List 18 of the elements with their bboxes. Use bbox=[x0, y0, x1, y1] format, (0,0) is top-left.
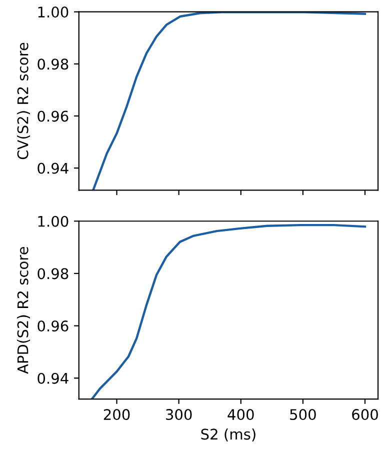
y-tick-label: 0.94 bbox=[38, 372, 68, 384]
y-tick-label: 0.96 bbox=[38, 320, 68, 332]
x-tick-label: 500 bbox=[290, 409, 316, 420]
x-axis-title: S2 (ms) bbox=[201, 428, 256, 442]
y-tick-label: 1.00 bbox=[38, 216, 68, 227]
x-tick-label: 600 bbox=[352, 409, 378, 420]
y-tick-label: 1.00 bbox=[38, 6, 68, 18]
y-tick-label: 0.98 bbox=[38, 268, 68, 280]
y-axis-title: APD(S2) R2 score bbox=[17, 246, 30, 374]
y-axis-title: CV(S2) R2 score bbox=[17, 42, 30, 160]
x-tick-label: 400 bbox=[228, 409, 254, 420]
x-tick-label: 300 bbox=[166, 409, 192, 420]
y-tick-label: 0.94 bbox=[38, 162, 68, 174]
y-tick-label: 0.98 bbox=[38, 58, 68, 70]
line-series bbox=[92, 12, 366, 190]
x-tick-label: 200 bbox=[104, 409, 130, 420]
line-series bbox=[90, 224, 366, 400]
y-tick-label: 0.96 bbox=[38, 110, 68, 122]
